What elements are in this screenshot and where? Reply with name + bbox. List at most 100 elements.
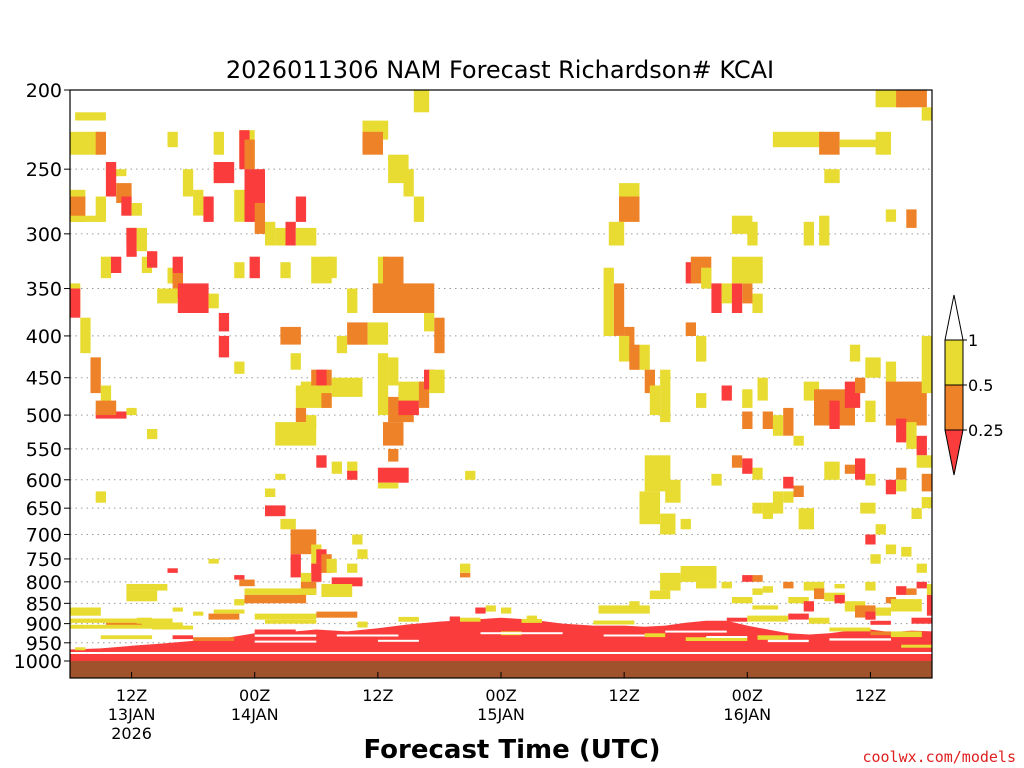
- ri-cell-220: [244, 588, 317, 595]
- legend: 1 0.5 0.25: [944, 294, 1004, 476]
- ri-cell-54: [100, 256, 112, 279]
- ri-cell-293: [685, 637, 748, 641]
- ri-cell-270: [926, 594, 932, 616]
- ri-cell-63: [208, 293, 219, 309]
- ri-cell-52: [885, 209, 897, 222]
- x-tick-label-2-0: 12Z: [362, 686, 393, 705]
- y-tick-label-1000: 1000: [14, 651, 62, 673]
- ri-cell-141: [829, 400, 840, 429]
- ri-cell-226: [172, 607, 183, 612]
- ri-cell-150: [906, 422, 917, 449]
- ri-cell-299: [100, 635, 153, 640]
- ri-cell-37: [275, 227, 286, 246]
- ri-cell-246: [721, 581, 732, 589]
- ri-cell-137: [783, 407, 794, 436]
- y-tick-label-850: 850: [26, 593, 62, 615]
- ri-cell-161: [377, 467, 409, 483]
- ri-cell-259: [834, 594, 845, 604]
- ri-cell-131: [721, 385, 732, 401]
- ri-cell-189: [885, 479, 897, 495]
- ri-cell-289: [870, 620, 891, 625]
- ri-cell-30: [203, 196, 214, 222]
- ri-cell-16: [896, 90, 927, 108]
- ri-cell-282: [460, 617, 481, 622]
- ri-cell-304: [901, 644, 932, 648]
- ri-cell-100: [280, 326, 301, 345]
- ri-cell-35: [254, 203, 265, 234]
- ri-cell-110: [347, 322, 368, 345]
- ri-cell-172: [711, 473, 722, 486]
- ri-cell-50: [819, 215, 830, 246]
- ri-cell-248: [742, 575, 753, 582]
- ri-cell-168: [639, 491, 660, 525]
- x-tick-label-4-0: 12Z: [608, 686, 639, 705]
- ri-cell-205: [290, 554, 301, 578]
- ri-cell-101: [290, 353, 301, 370]
- ri-cell-169: [665, 479, 681, 503]
- ri-cell-134: [757, 377, 768, 401]
- ri-cell-187: [860, 502, 876, 514]
- ri-cell-267: [906, 588, 917, 595]
- ri-cell-62: [177, 283, 209, 313]
- ri-cell-158: [316, 455, 327, 468]
- ri-cell-235: [460, 572, 471, 578]
- ri-cell-119: [429, 369, 445, 394]
- ri-cell-174: [742, 458, 753, 474]
- ri-cell-276: [254, 613, 317, 620]
- ri-cell-286: [747, 615, 789, 622]
- ri-cell-188: [875, 524, 886, 535]
- ri-cell-151: [916, 435, 927, 456]
- ri-cell-200: [265, 488, 276, 497]
- ri-cell-219: [239, 579, 255, 587]
- ri-cell-256: [803, 601, 814, 612]
- ri-cell-296: [172, 635, 194, 640]
- ri-cell-48: [747, 221, 758, 246]
- plot-frame: [69, 89, 933, 679]
- ri-cell-107: [331, 377, 363, 397]
- ri-cell-262: [865, 611, 876, 620]
- ri-cell-159: [347, 461, 358, 474]
- ri-cell-10: [413, 90, 430, 113]
- ri-cell-196: [865, 534, 876, 545]
- ground-below-1000: [70, 661, 932, 678]
- y-tick-label-950: 950: [26, 633, 62, 655]
- ri-cell-76: [603, 267, 614, 336]
- ri-cell-33: [234, 189, 245, 222]
- ri-cell-112: [377, 353, 389, 416]
- ri-cell-64: [218, 313, 230, 332]
- ri-cell-215: [357, 549, 368, 559]
- ri-cell-274: [70, 624, 183, 629]
- ri-cell-93: [90, 357, 101, 394]
- ri-cell-44: [619, 183, 640, 197]
- ri-cell-14: [875, 131, 891, 155]
- ri-cell-149: [896, 418, 907, 443]
- ri-cell-47: [731, 215, 753, 234]
- ri-cell-294: [757, 635, 789, 640]
- ri-cell-192: [921, 473, 932, 492]
- ri-cell-73: [372, 283, 435, 313]
- ri-cell-271: [865, 581, 876, 591]
- ri-cell-143: [855, 377, 866, 394]
- ri-cell-171: [680, 518, 691, 530]
- ri-cell-145: [865, 357, 881, 378]
- ri-cell-175: [752, 467, 763, 480]
- ri-cell-123: [619, 335, 630, 362]
- ri-cell-77: [613, 283, 625, 336]
- layer-gap-5: [665, 630, 727, 633]
- ri-cell-1: [70, 131, 101, 155]
- ri-cell-212: [321, 584, 353, 597]
- ri-cell-222: [234, 599, 245, 606]
- ri-cell-130: [696, 393, 707, 408]
- ri-cell-202: [280, 518, 296, 530]
- x-axis-label: Forecast Time (UTC): [363, 735, 660, 765]
- layer-gap-1: [254, 640, 317, 643]
- ri-cell-24: [136, 227, 147, 252]
- ri-cell-118: [424, 369, 435, 390]
- y-tick-label-500: 500: [26, 405, 62, 427]
- x-tick-label-0-2: 2026: [111, 724, 152, 743]
- y-tick-label-750: 750: [26, 549, 62, 571]
- ri-cell-46: [608, 221, 625, 246]
- ri-cell-206: [311, 563, 322, 582]
- ri-cell-103: [295, 407, 307, 423]
- ri-cell-129: [696, 335, 707, 362]
